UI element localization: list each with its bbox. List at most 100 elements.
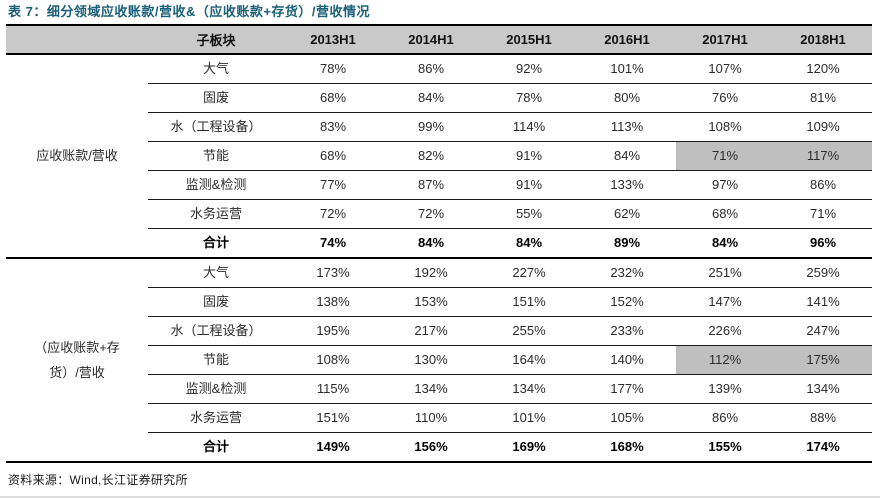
value-cell: 174%: [774, 432, 872, 463]
value-cell: 173%: [284, 258, 382, 288]
value-cell: 84%: [382, 83, 480, 113]
category-label: 应收账款/营收: [6, 54, 148, 259]
value-cell: 96%: [774, 228, 872, 259]
value-cell: 55%: [480, 199, 578, 229]
data-table: 子板块 2013H1 2014H1 2015H1 2016H1 2017H1 2…: [6, 24, 872, 463]
subsector-label: 监测&检测: [148, 374, 284, 404]
page-bottom-divider: [0, 496, 880, 498]
value-cell: 195%: [284, 316, 382, 346]
subsector-label: 水务运营: [148, 403, 284, 433]
table-row: 节能 68% 82% 91% 84% 71% 117%: [6, 141, 872, 171]
value-cell: 88%: [774, 403, 872, 433]
value-cell: 217%: [382, 316, 480, 346]
value-cell: 80%: [578, 83, 676, 113]
value-cell: 233%: [578, 316, 676, 346]
subsector-label: 合计: [148, 228, 284, 259]
header-2014h1: 2014H1: [382, 24, 480, 55]
value-cell: 168%: [578, 432, 676, 463]
value-cell: 226%: [676, 316, 774, 346]
value-cell: 62%: [578, 199, 676, 229]
value-cell: 107%: [676, 54, 774, 84]
value-cell: 133%: [578, 170, 676, 200]
value-cell: 153%: [382, 287, 480, 317]
value-cell: 139%: [676, 374, 774, 404]
value-cell: 117%: [774, 141, 872, 171]
value-cell: 86%: [676, 403, 774, 433]
value-cell: 134%: [480, 374, 578, 404]
table-row: 固废 138% 153% 151% 152% 147% 141%: [6, 287, 872, 317]
value-cell: 259%: [774, 258, 872, 288]
header-2015h1: 2015H1: [480, 24, 578, 55]
value-cell: 141%: [774, 287, 872, 317]
subsector-label: 监测&检测: [148, 170, 284, 200]
value-cell: 84%: [676, 228, 774, 259]
value-cell: 68%: [284, 141, 382, 171]
value-cell: 71%: [676, 141, 774, 171]
value-cell: 109%: [774, 112, 872, 142]
value-cell: 84%: [480, 228, 578, 259]
value-cell: 227%: [480, 258, 578, 288]
value-cell: 78%: [480, 83, 578, 113]
value-cell: 84%: [578, 141, 676, 171]
value-cell: 255%: [480, 316, 578, 346]
value-cell: 113%: [578, 112, 676, 142]
subsector-label: 节能: [148, 345, 284, 375]
value-cell: 82%: [382, 141, 480, 171]
subsector-label: 大气: [148, 258, 284, 288]
value-cell: 177%: [578, 374, 676, 404]
table-row: 节能 108% 130% 164% 140% 112% 175%: [6, 345, 872, 375]
table-row: 合计 149% 156% 169% 168% 155% 174%: [6, 432, 872, 463]
value-cell: 74%: [284, 228, 382, 259]
subsector-label: 合计: [148, 432, 284, 463]
value-cell: 110%: [382, 403, 480, 433]
value-cell: 140%: [578, 345, 676, 375]
table-row: 合计 74% 84% 84% 89% 84% 96%: [6, 228, 872, 259]
value-cell: 134%: [382, 374, 480, 404]
value-cell: 86%: [382, 54, 480, 84]
value-cell: 83%: [284, 112, 382, 142]
subsector-label: 大气: [148, 54, 284, 84]
value-cell: 164%: [480, 345, 578, 375]
value-cell: 151%: [480, 287, 578, 317]
value-cell: 87%: [382, 170, 480, 200]
value-cell: 152%: [578, 287, 676, 317]
value-cell: 101%: [578, 54, 676, 84]
value-cell: 76%: [676, 83, 774, 113]
table-row: （应收账款+存货）/营收 大气 173% 192% 227% 232% 251% 259%: [6, 258, 872, 463]
value-cell: 130%: [382, 345, 480, 375]
value-cell: 97%: [676, 170, 774, 200]
value-cell: 72%: [382, 199, 480, 229]
table-row: 监测&检测 115% 134% 134% 177% 139% 134%: [6, 374, 872, 404]
value-cell: 247%: [774, 316, 872, 346]
table-row: 监测&检测 77% 87% 91% 133% 97% 86%: [6, 170, 872, 200]
value-cell: 155%: [676, 432, 774, 463]
value-cell: 68%: [676, 199, 774, 229]
value-cell: 232%: [578, 258, 676, 288]
value-cell: 77%: [284, 170, 382, 200]
header-2016h1: 2016H1: [578, 24, 676, 55]
source-note: 资料来源：Wind,长江证券研究所: [8, 473, 188, 487]
value-cell: 68%: [284, 83, 382, 113]
table-title: 表 7：细分领域应收账款/营收&（应收账款+存货）/营收情况: [8, 4, 371, 19]
value-cell: 72%: [284, 199, 382, 229]
value-cell: 89%: [578, 228, 676, 259]
value-cell: 105%: [578, 403, 676, 433]
value-cell: 78%: [284, 54, 382, 84]
subsector-label: 水（工程设备）: [148, 316, 284, 346]
value-cell: 114%: [480, 112, 578, 142]
value-cell: 147%: [676, 287, 774, 317]
value-cell: 84%: [382, 228, 480, 259]
value-cell: 91%: [480, 170, 578, 200]
subsector-label: 固废: [148, 83, 284, 113]
value-cell: 156%: [382, 432, 480, 463]
header-2017h1: 2017H1: [676, 24, 774, 55]
value-cell: 138%: [284, 287, 382, 317]
header-corner-cell: [6, 24, 148, 55]
value-cell: 91%: [480, 141, 578, 171]
subsector-label: 节能: [148, 141, 284, 171]
category-label: （应收账款+存货）/营收: [6, 258, 148, 463]
table-row: 水务运营 72% 72% 55% 62% 68% 71%: [6, 199, 872, 229]
value-cell: 92%: [480, 54, 578, 84]
value-cell: 175%: [774, 345, 872, 375]
